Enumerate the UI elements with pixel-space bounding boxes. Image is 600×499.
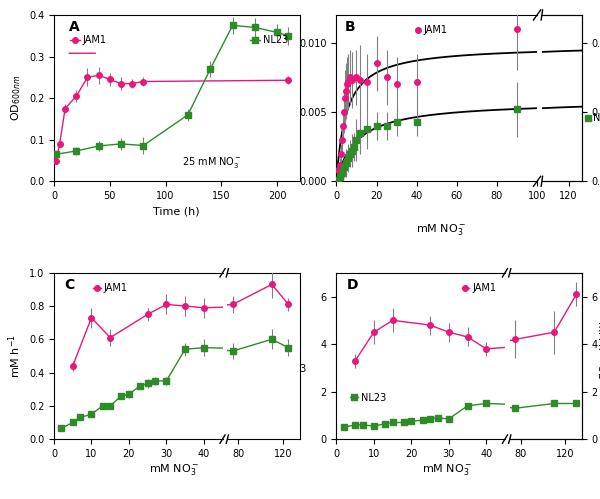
Text: mM NO$_3^-$: mM NO$_3^-$ — [422, 462, 472, 477]
Text: 25 mM NO$_3^-$: 25 mM NO$_3^-$ — [182, 155, 242, 170]
Legend: NL23: NL23 — [247, 31, 292, 49]
Legend: NL23: NL23 — [346, 389, 390, 406]
Text: C: C — [64, 278, 74, 292]
X-axis label: Time (h): Time (h) — [154, 207, 200, 217]
Text: mM NO$_3^-$: mM NO$_3^-$ — [149, 462, 199, 477]
Text: B: B — [344, 20, 355, 34]
Y-axis label: OD$_{600 nm}$: OD$_{600 nm}$ — [10, 75, 23, 121]
Y-axis label: mM h$^{-1}$ OD$^{-1}$: mM h$^{-1}$ OD$^{-1}$ — [595, 320, 600, 392]
Text: A: A — [69, 20, 79, 34]
Legend: NL23: NL23 — [581, 109, 600, 127]
Legend: NL23: NL23 — [266, 360, 310, 378]
Text: mM NO$_3^-$: mM NO$_3^-$ — [416, 222, 466, 237]
Y-axis label: mM h$^{-1}$: mM h$^{-1}$ — [7, 334, 23, 378]
Text: D: D — [347, 278, 358, 292]
